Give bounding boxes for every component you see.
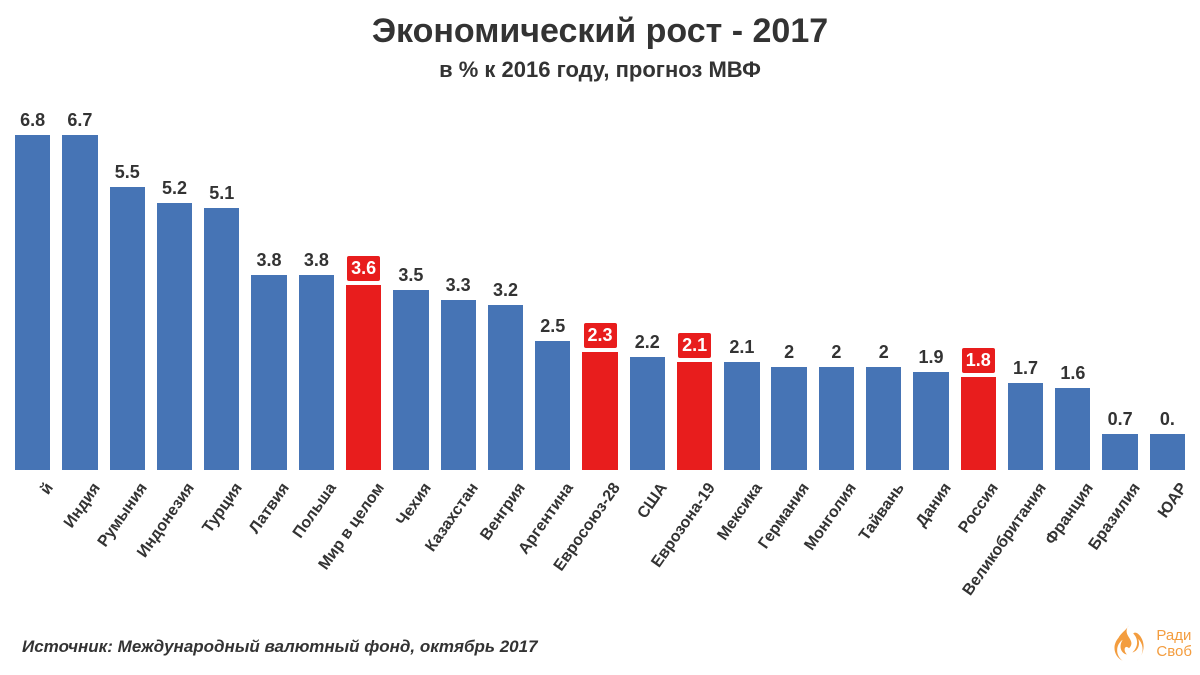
bar-value-label: 2.5 [540,316,565,337]
bar-slot: 2.1 [672,110,717,470]
bar-slot: 2 [767,110,812,470]
bar-value-label: 2.1 [678,333,711,358]
bar-value-label: 3.5 [398,265,423,286]
bar-slot: 5.2 [152,110,197,470]
bar [771,367,806,470]
bar-value-label: 3.2 [493,280,518,301]
bar-slot: 2 [861,110,906,470]
bar-value-label: 5.2 [162,178,187,199]
radio-svoboda-logo: Ради Своб [1108,623,1192,665]
bar-slot: 2 [814,110,859,470]
bar [535,341,570,470]
logo-text-line1: Ради [1156,628,1192,645]
bar-slot: 2.1 [719,110,764,470]
bar-slot: 6.7 [57,110,102,470]
source-caption: Источник: Международный валютный фонд, о… [22,637,538,657]
bar [441,300,476,470]
bar-slot: 0.7 [1097,110,1142,470]
bar-value-label: 1.7 [1013,358,1038,379]
logo-text-line2: Своб [1156,644,1192,661]
bar-value-label: 1.6 [1060,363,1085,384]
bar-chart: 6.8 6.7 5.5 5.2 5.1 3.8 3.8 3.6 3.5 3.3 3.2 2.5 2.3 2… [10,110,1190,470]
bar-value-label: 0.7 [1108,409,1133,430]
bar-value-label: 5.1 [209,183,234,204]
bar-value-label: 6.7 [67,110,92,131]
bar-slot: 2.3 [577,110,622,470]
bar [251,275,286,470]
bar-slot: 5.1 [199,110,244,470]
bar [1150,434,1185,470]
bar-value-label: 1.9 [918,347,943,368]
bar-slot: 2.2 [625,110,670,470]
bar [157,203,192,470]
bar [913,372,948,470]
label-slot: ЮАР [1145,472,1190,612]
bar-value-label: 2 [879,342,889,363]
bar-slot: 0. [1145,110,1190,470]
bar [204,208,239,470]
bar [1102,434,1137,470]
chart-subtitle: в % к 2016 году, прогноз МВФ [0,57,1200,83]
bar [724,362,759,470]
bar [961,377,996,470]
bar [819,367,854,470]
bar-value-label: 6.8 [20,110,45,131]
bar [1055,388,1090,470]
bar [488,305,523,470]
bar-slot: 3.5 [388,110,433,470]
bar-value-label: 3.8 [304,250,329,271]
bar [393,290,428,470]
chart-title: Экономический рост - 2017 [0,0,1200,51]
bar-value-label: 2.1 [729,337,754,358]
bar [1008,383,1043,470]
bar-value-label: 2 [831,342,841,363]
bar [110,187,145,470]
bar-value-label: 2.2 [635,332,660,353]
bar-slot: 1.7 [1003,110,1048,470]
bar-slot: 1.8 [956,110,1001,470]
bar-value-label: 5.5 [115,162,140,183]
flame-icon [1108,623,1150,665]
bar-slot: 3.8 [294,110,339,470]
bar [866,367,901,470]
bar-value-label: 3.6 [347,256,380,281]
bar-slot: 6.8 [10,110,55,470]
bar-value-label: 0. [1160,409,1175,430]
bar [299,275,334,470]
bar-value-label: 3.3 [446,275,471,296]
bar-slot: 3.3 [436,110,481,470]
bar-slot: 3.8 [246,110,291,470]
bar [346,285,381,470]
bar [630,357,665,470]
bar-value-label: 2 [784,342,794,363]
bar-slot: 3.6 [341,110,386,470]
bar-chart-labels: йИндияРумынияИндонезияТурцияЛатвияПольша… [10,472,1190,612]
bar-value-label: 3.8 [257,250,282,271]
bar [62,135,97,470]
bar-slot: 1.6 [1050,110,1095,470]
bar-value-label: 2.3 [584,323,617,348]
bar-slot: 2.5 [530,110,575,470]
bar-slot: 5.5 [105,110,150,470]
bar-slot: 3.2 [483,110,528,470]
bar [15,135,50,470]
bar [677,362,712,470]
bar-slot: 1.9 [908,110,953,470]
bar-value-label: 1.8 [962,348,995,373]
bar [582,352,617,470]
